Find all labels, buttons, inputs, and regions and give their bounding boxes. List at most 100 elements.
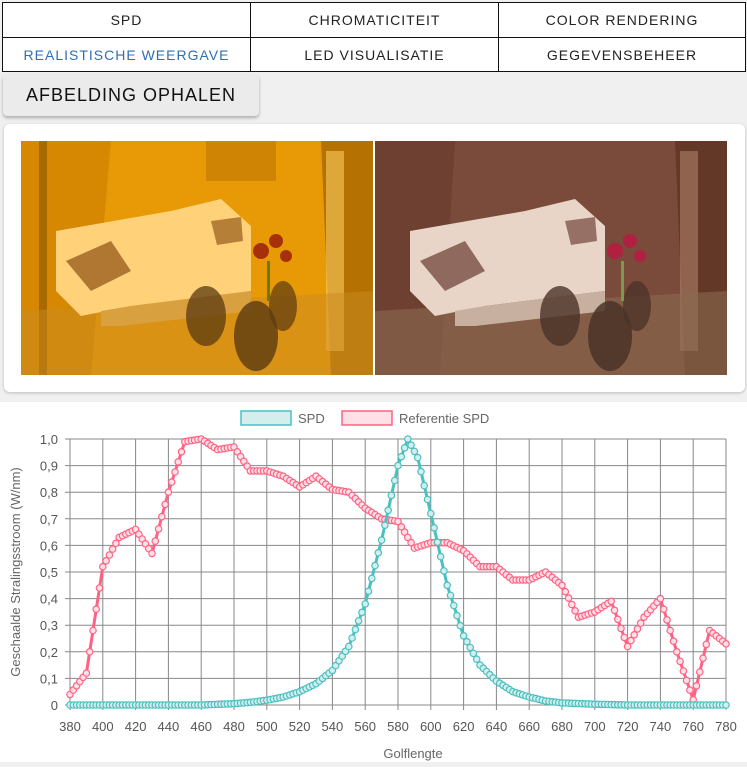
data-point [171, 468, 179, 476]
x-tick-label: 520 [289, 719, 311, 734]
data-point [390, 476, 399, 485]
data-point [623, 642, 632, 651]
x-tick-label: 580 [387, 719, 409, 734]
data-point [659, 605, 668, 614]
x-tick-label: 400 [92, 719, 114, 734]
data-point [394, 461, 402, 470]
data-point [686, 686, 694, 694]
data-point [407, 538, 415, 547]
data-point [105, 551, 114, 559]
data-point [656, 594, 665, 603]
x-tick-label: 780 [715, 719, 737, 734]
x-tick-label: 760 [682, 719, 704, 734]
tab-spd[interactable]: SPD [2, 2, 251, 38]
tab-led-visualisatie[interactable]: LED VISUALISATIE [250, 37, 499, 72]
x-tick-label: 480 [223, 719, 245, 734]
data-point [672, 648, 681, 656]
y-tick-label: 0,2 [40, 645, 58, 660]
y-tick-label: 0,4 [40, 592, 58, 607]
data-point [453, 611, 461, 620]
data-point [423, 495, 432, 504]
data-point [177, 447, 186, 456]
data-point [167, 478, 176, 486]
data-point [699, 654, 707, 663]
data-point [722, 701, 730, 709]
series-spd [66, 435, 730, 709]
series-referentie-spd [66, 435, 730, 706]
legend-label: SPD [298, 411, 325, 426]
x-tick-label: 380 [59, 719, 81, 734]
data-point [407, 441, 415, 450]
data-point [630, 631, 639, 639]
y-tick-label: 0,7 [40, 512, 58, 527]
data-point [456, 621, 465, 630]
y-tick-label: 0,9 [40, 459, 58, 474]
data-point [695, 668, 704, 676]
data-point [567, 600, 576, 609]
data-point [95, 584, 104, 592]
x-axis-label: Golflengte [383, 746, 442, 761]
data-point [102, 557, 110, 565]
tab-bar: SPD CHROMATICITEIT COLOR RENDERING REALI… [2, 2, 746, 72]
x-tick-label: 500 [256, 719, 278, 734]
data-point [449, 601, 458, 610]
data-point [164, 488, 173, 497]
data-point [151, 537, 160, 545]
data-point [361, 600, 370, 608]
data-point [469, 649, 478, 658]
data-point [617, 624, 625, 633]
data-point [607, 597, 616, 606]
data-point [154, 525, 163, 533]
data-point [702, 640, 711, 649]
data-point [400, 444, 409, 452]
data-point [627, 636, 635, 645]
y-tick-label: 0 [51, 698, 58, 713]
data-point [722, 640, 730, 648]
data-point [558, 581, 566, 590]
data-point [364, 587, 373, 596]
data-point [472, 655, 481, 664]
data-point [367, 574, 376, 583]
fetch-image-button[interactable]: AFBELDING OPHALEN [3, 74, 259, 116]
tab-chromaticiteit[interactable]: CHROMATICITEIT [250, 2, 499, 38]
rendered-room-image-reference [375, 141, 727, 375]
data-point [613, 615, 622, 624]
data-point [394, 517, 402, 526]
data-point [564, 594, 573, 602]
y-tick-label: 0,1 [40, 671, 58, 686]
data-point [636, 619, 645, 627]
tab-color-rendering[interactable]: COLOR RENDERING [498, 2, 746, 38]
data-point [459, 632, 468, 640]
data-point [387, 491, 396, 500]
data-point [85, 648, 94, 656]
data-point [108, 545, 117, 553]
data-point [663, 616, 671, 624]
legend-swatch [341, 410, 393, 426]
x-tick-label: 420 [125, 719, 147, 734]
legend-swatch [240, 410, 292, 426]
data-point [371, 561, 379, 570]
data-point [112, 539, 120, 548]
x-tick-label: 680 [551, 719, 573, 734]
x-tick-label: 460 [190, 719, 212, 734]
data-point [351, 625, 360, 634]
data-point [377, 536, 386, 544]
data-point [410, 447, 419, 456]
y-tick-label: 0,8 [40, 485, 58, 500]
data-point [400, 528, 409, 536]
data-point [384, 506, 393, 515]
data-point [92, 605, 101, 614]
y-tick-label: 0,5 [40, 565, 58, 580]
x-tick-label: 740 [650, 719, 672, 734]
data-point [99, 562, 107, 571]
data-point [348, 634, 356, 642]
data-point [148, 549, 156, 558]
x-tick-label: 600 [420, 719, 442, 734]
data-point [440, 567, 448, 575]
tab-realistische-weergave[interactable]: REALISTISCHE WEERGAVE [2, 37, 251, 72]
data-point [433, 538, 442, 547]
tab-gegevensbeheer[interactable]: GEGEVENSBEHEER [498, 37, 746, 72]
data-point [436, 552, 445, 561]
data-point [420, 481, 429, 490]
x-tick-label: 440 [158, 719, 180, 734]
